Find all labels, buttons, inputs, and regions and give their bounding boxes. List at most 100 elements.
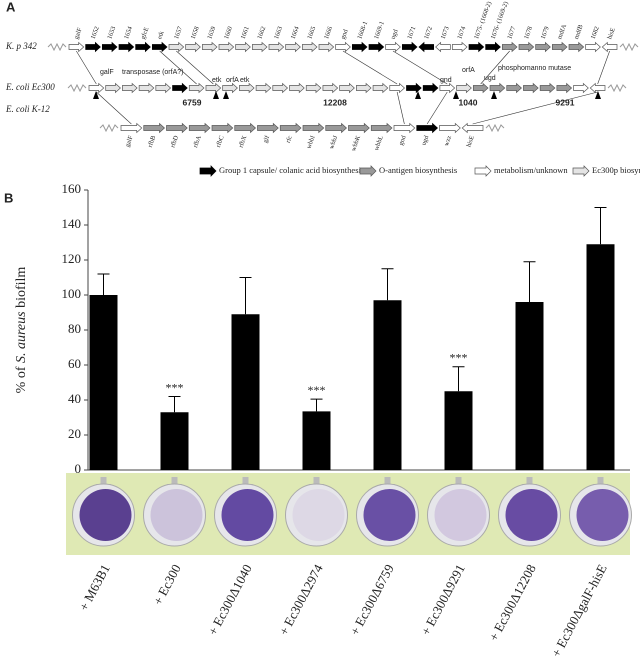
gene-arrow xyxy=(305,82,322,94)
gene-label: hisE xyxy=(606,27,617,40)
gene-label: mdfA xyxy=(556,23,568,40)
gene-arrow xyxy=(416,122,439,134)
homology-line xyxy=(396,91,405,125)
gene-label: mdfB xyxy=(573,23,585,40)
gene-arrow xyxy=(456,82,472,94)
gene-label: rfbX xyxy=(238,135,249,149)
deletion-marker xyxy=(223,91,229,99)
break-mark xyxy=(485,123,505,133)
gene-arrow xyxy=(501,41,518,53)
gene-arrow xyxy=(302,122,325,134)
homology-line xyxy=(96,91,132,125)
significance: *** xyxy=(308,383,326,397)
y-tick-label: 20 xyxy=(68,426,81,441)
gene-arrow xyxy=(120,122,143,134)
gene-label: wbbL xyxy=(373,135,385,152)
gene-arrow xyxy=(556,82,573,94)
gene-arrow xyxy=(439,82,456,94)
gene-arrow xyxy=(335,41,351,53)
gene-arrow xyxy=(370,122,393,134)
homology-line xyxy=(176,50,214,85)
gene-arrow xyxy=(489,82,506,94)
strain-label: E. coli K-12 xyxy=(5,104,50,114)
gene-arrow xyxy=(85,41,101,53)
gene-label: 1669-1 xyxy=(373,20,386,40)
legend-swatch xyxy=(199,165,217,177)
annotation: phosphomanno mutase xyxy=(498,65,571,72)
y-tick-label: 160 xyxy=(62,181,82,196)
legend-swatch xyxy=(359,165,377,177)
well-stain xyxy=(150,489,203,541)
gene-arrow xyxy=(468,41,485,53)
gene-arrow xyxy=(272,82,289,94)
gene-label: wbbK xyxy=(350,135,362,153)
gene-arrow xyxy=(234,122,257,134)
error-bar xyxy=(381,268,394,301)
gene-arrow xyxy=(118,41,135,53)
break-mark xyxy=(67,83,87,93)
error-bar xyxy=(452,366,465,392)
gene-label: gnd xyxy=(398,134,408,146)
gene-arrow xyxy=(318,41,335,53)
x-tick-label: + Ec300ΔgalF-hisE xyxy=(548,562,609,660)
gene-arrow xyxy=(143,122,166,134)
gene-arrow xyxy=(68,41,85,53)
gene-arrow xyxy=(351,41,368,53)
gene-label: etk xyxy=(156,30,166,41)
gene-label: 1658 xyxy=(190,26,201,41)
gene-arrow xyxy=(289,82,305,94)
legend-swatch xyxy=(572,165,590,177)
gene-arrow xyxy=(218,41,235,53)
well-stain xyxy=(79,489,132,541)
gene-label: gnd xyxy=(340,28,350,40)
gene-arrow xyxy=(251,41,268,53)
gene-arrow xyxy=(188,122,211,134)
gene-arrow xyxy=(185,41,201,53)
bar xyxy=(231,314,260,470)
y-axis-label-part: S. aureus xyxy=(14,311,29,363)
gene-label: wbbI xyxy=(306,135,317,150)
error-bar xyxy=(594,207,607,245)
error-bar xyxy=(310,398,323,412)
gene-arrow xyxy=(268,41,285,53)
gene-arrow xyxy=(418,41,435,53)
gene-label: 1679 xyxy=(540,26,551,41)
gene-label: 1678 xyxy=(523,26,534,41)
gene-arrow xyxy=(461,122,484,134)
deletion-marker xyxy=(595,91,601,99)
gene-arrow xyxy=(322,82,339,94)
gene-label: wzz xyxy=(443,135,453,147)
gene-arrow xyxy=(122,82,138,94)
homology-line xyxy=(480,50,510,85)
gene-label: 1661 xyxy=(240,26,251,41)
homology-line xyxy=(392,50,448,85)
strain-label: E. coli Ec300 xyxy=(5,82,55,92)
gene-arrow xyxy=(406,82,422,94)
bar xyxy=(373,300,402,470)
y-tick-label: 100 xyxy=(62,286,82,301)
gene-arrow xyxy=(348,122,370,134)
gene-label: 1664 xyxy=(290,25,301,40)
gene-label: 1682 xyxy=(590,26,601,41)
legend-label: Ec300p biosynthesis? xyxy=(592,165,640,175)
gene-arrow xyxy=(435,41,451,53)
significance: *** xyxy=(450,351,468,365)
gene-arrow xyxy=(151,41,168,53)
gene-label: 1663 xyxy=(273,26,284,41)
gene-arrow xyxy=(285,41,301,53)
gene-label: 1668-1 xyxy=(356,20,369,40)
deletion-marker xyxy=(415,91,421,99)
gene-arrow xyxy=(235,41,251,53)
deletion-marker xyxy=(491,91,497,99)
deletion-size: 6759 xyxy=(183,97,202,107)
gene-arrow xyxy=(188,82,205,94)
gene-label: rfc xyxy=(285,135,294,144)
well-stain xyxy=(363,489,416,541)
gene-arrow xyxy=(211,122,234,134)
gene-label: 1671 xyxy=(406,26,417,41)
x-tick-label: + Ec300Δ1040 xyxy=(205,562,255,638)
gene-arrow xyxy=(389,82,406,94)
bar xyxy=(586,244,615,470)
deletion-size: 12208 xyxy=(323,97,347,107)
